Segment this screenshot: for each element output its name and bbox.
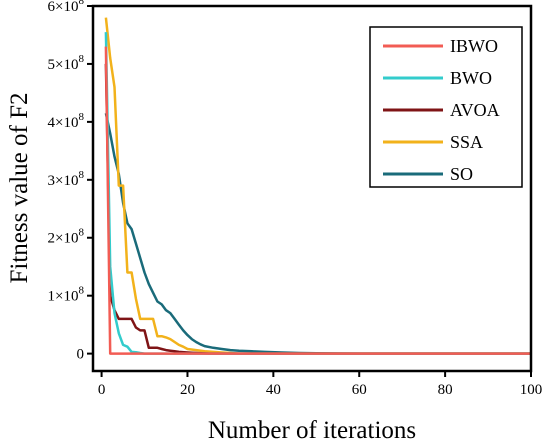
y-axis: 0 1×108 2×108 3×108 4×108 5×108 6×108 [48, 0, 93, 363]
legend: IBWO BWO AVOA SSA SO [369, 26, 523, 188]
series-lines [104, 17, 531, 355]
legend-label-ibwo: IBWO [450, 36, 498, 56]
series-line-ssa [104, 17, 531, 355]
x-tick-label: 40 [266, 382, 281, 398]
x-tick-label: 0 [98, 382, 106, 398]
y-tick-label: 0 [77, 347, 85, 363]
plot-frame [91, 4, 533, 373]
x-tick-label: 100 [520, 382, 543, 398]
y-axis-title: Fitness value of F2 [6, 93, 33, 284]
y-tick-label: 5×108 [48, 53, 85, 73]
series-line-ibwo [104, 46, 531, 355]
legend-label-bwo: BWO [450, 68, 492, 88]
legend-box [369, 26, 523, 188]
series-line-avoa [104, 63, 531, 355]
legend-label-avoa: AVOA [450, 100, 500, 120]
y-tick-label: 4×108 [48, 111, 85, 131]
y-tick-label: 1×108 [48, 285, 85, 305]
series-line-so [104, 112, 531, 355]
y-tick-label: 2×108 [48, 227, 85, 247]
y-tick-label: 3×108 [48, 169, 85, 189]
x-tick-label: 60 [352, 382, 367, 398]
x-tick-label: 80 [438, 382, 453, 398]
legend-label-so: SO [450, 164, 473, 184]
legend-label-ssa: SSA [450, 132, 483, 152]
x-tick-label: 20 [180, 382, 195, 398]
x-axis: 0 20 40 60 80 100 [98, 371, 542, 398]
x-axis-title: Number of iterations [208, 417, 416, 444]
y-tick-label: 6×108 [48, 0, 85, 15]
